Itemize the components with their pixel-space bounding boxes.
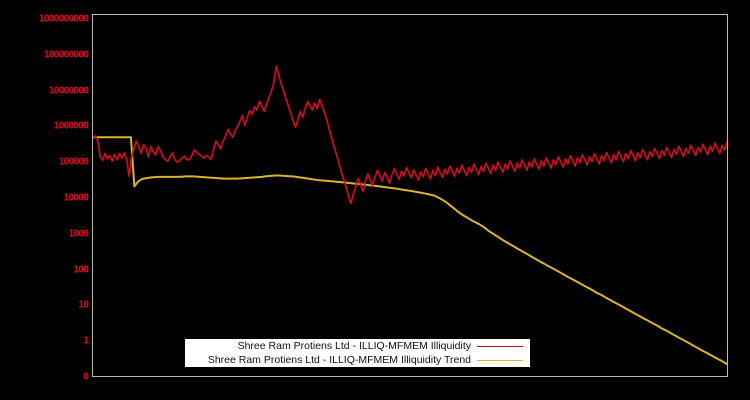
legend-item-illiquidity-trend[interactable]: Shree Ram Protiens Ltd - ILLIQ-MFMEM Ill… <box>185 353 530 367</box>
y-axis-tick-10: 0 <box>83 371 89 383</box>
chart-legend: Shree Ram Protiens Ltd - ILLIQ-MFMEM Ill… <box>185 339 530 367</box>
y-axis-tick-5: 10000 <box>63 192 89 204</box>
legend-swatch-illiquidity <box>477 345 523 347</box>
y-axis-tick-2: 10000000 <box>48 85 89 97</box>
y-axis-tick-9: 1 <box>83 335 89 347</box>
y-axis-tick-8: 10 <box>78 299 89 311</box>
legend-swatch-illiquidity-trend <box>477 359 523 361</box>
y-axis-tick-3: 1000000 <box>53 120 90 132</box>
y-axis-tick-0: 1000000000 <box>38 13 89 25</box>
plot-area <box>92 14 728 377</box>
y-axis-tick-1: 100000000 <box>43 49 89 61</box>
legend-label-illiquidity-trend: Shree Ram Protiens Ltd - ILLIQ-MFMEM Ill… <box>207 354 471 366</box>
series-line-illiquidity <box>93 65 727 205</box>
y-axis-tick-7: 100 <box>73 264 89 276</box>
series-line-trend <box>93 136 727 366</box>
plot-svg <box>93 65 727 366</box>
legend-label-illiquidity: Shree Ram Protiens Ltd - ILLIQ-MFMEM Ill… <box>237 340 471 352</box>
y-axis-tick-4: 100000 <box>58 156 89 168</box>
y-axis-tick-6: 1000 <box>68 228 89 240</box>
legend-item-illiquidity[interactable]: Shree Ram Protiens Ltd - ILLIQ-MFMEM Ill… <box>185 339 530 353</box>
